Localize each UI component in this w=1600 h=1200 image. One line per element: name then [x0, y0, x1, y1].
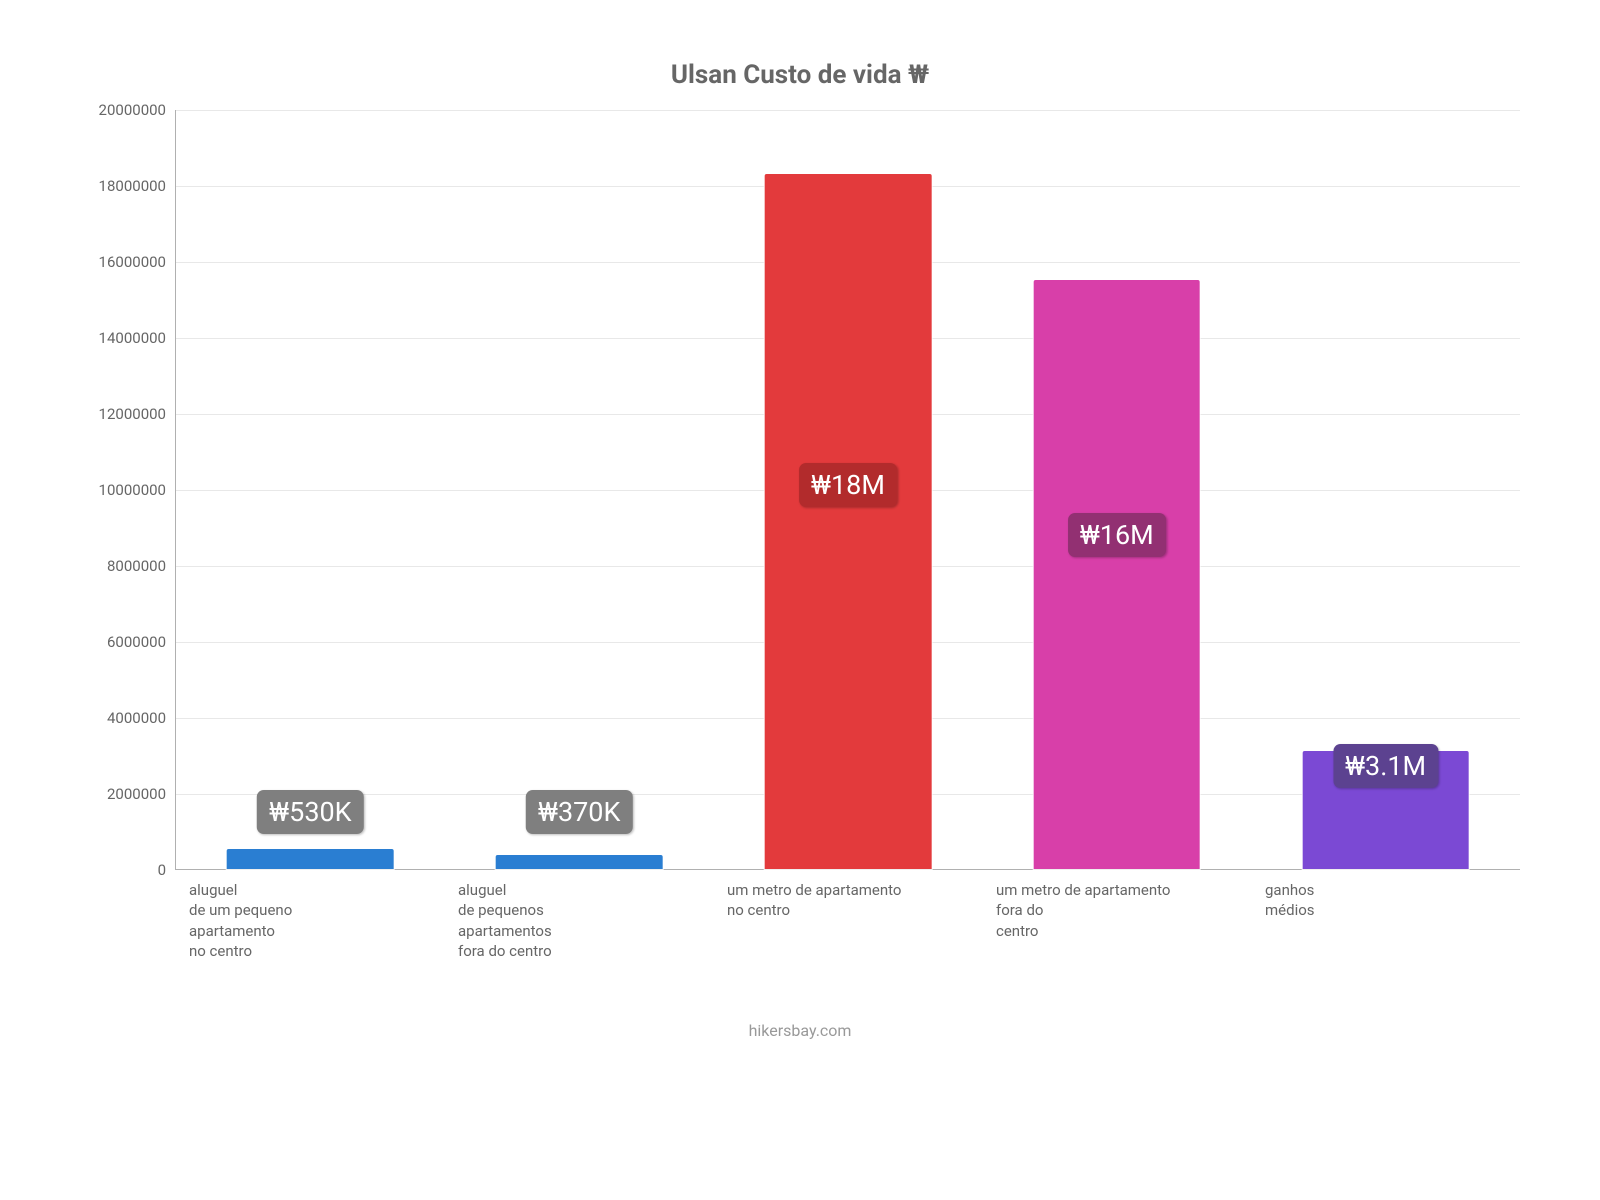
value-badge: ₩18M	[799, 463, 897, 507]
x-axis-label: aluguel de um pequeno apartamento no cen…	[175, 870, 444, 961]
bar	[227, 849, 394, 869]
y-tick-label: 10000000	[99, 481, 176, 499]
value-badge: ₩530K	[257, 790, 363, 834]
bar-slot: ₩530K	[176, 110, 445, 869]
chart-container: Ulsan Custo de vida ₩ 020000004000000600…	[60, 60, 1540, 1140]
bar	[765, 174, 932, 869]
y-tick-label: 6000000	[107, 633, 176, 651]
value-badge: ₩16M	[1068, 513, 1166, 557]
bar-slot: ₩16M	[982, 110, 1251, 869]
bar-slot: ₩370K	[445, 110, 714, 869]
y-tick-label: 16000000	[99, 253, 176, 271]
x-axis-labels: aluguel de um pequeno apartamento no cen…	[175, 870, 1520, 961]
y-tick-label: 2000000	[107, 785, 176, 803]
x-axis-label: um metro de apartamento no centro	[713, 870, 982, 961]
value-badge: ₩3.1M	[1333, 744, 1438, 788]
bars-layer: ₩530K ₩370K ₩18M ₩16M ₩3.1M	[176, 110, 1520, 869]
chart-footer: hikersbay.com	[60, 1021, 1540, 1040]
y-tick-label: 20000000	[99, 101, 176, 119]
y-tick-label: 4000000	[107, 709, 176, 727]
bar	[1033, 280, 1200, 869]
bar	[496, 855, 663, 869]
y-tick-label: 18000000	[99, 177, 176, 195]
value-badge: ₩370K	[526, 790, 632, 834]
bar-slot: ₩18M	[714, 110, 983, 869]
y-tick-label: 0	[158, 861, 176, 879]
bar-slot: ₩3.1M	[1251, 110, 1520, 869]
y-tick-label: 12000000	[99, 405, 176, 423]
chart-title: Ulsan Custo de vida ₩	[60, 60, 1540, 90]
y-tick-label: 8000000	[107, 557, 176, 575]
x-axis-label: um metro de apartamento fora do centro	[982, 870, 1251, 961]
x-axis-label: aluguel de pequenos apartamentos fora do…	[444, 870, 713, 961]
plot-area: 0200000040000006000000800000010000000120…	[175, 110, 1520, 870]
x-axis-label: ganhos médios	[1251, 870, 1520, 961]
y-tick-label: 14000000	[99, 329, 176, 347]
